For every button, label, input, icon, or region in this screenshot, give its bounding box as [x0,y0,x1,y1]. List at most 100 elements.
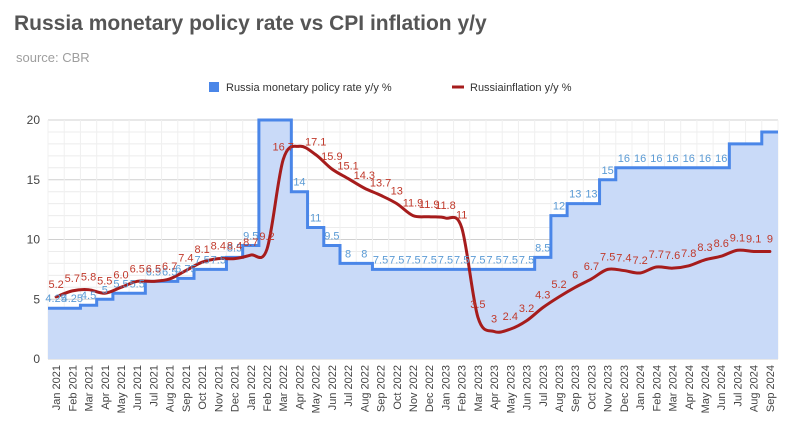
rate-data-label: 16 [683,153,695,165]
legend: Russia monetary policy rate y/y % Russia… [209,82,572,94]
x-tick-label: Mar 2024 [668,365,680,411]
cpi-data-label: 5.7 [65,273,80,285]
cpi-data-label: 13 [391,186,403,198]
rate-data-label: 6.5 [146,266,161,278]
cpi-data-label: 3.5 [470,299,485,311]
x-tick-label: Sep 2022 [376,365,388,412]
x-tick-label: Sep 2023 [570,365,582,412]
cpi-data-label: 7.2 [632,255,647,267]
x-tick-label: Mar 2023 [473,365,485,411]
cpi-data-label: 9.2 [259,231,274,243]
cpi-data-label: 7.7 [649,249,664,261]
rate-area-fill [48,120,778,359]
x-tick-label: Feb 2022 [262,365,274,411]
rate-data-label: 16 [650,153,662,165]
x-tick-label: Mar 2021 [84,365,96,411]
cpi-data-label: 11.8 [435,200,456,212]
rate-data-label: 7.5 [438,254,453,266]
cpi-data-label: 6.5 [146,263,161,275]
x-tick-label: Jul 2022 [343,365,355,407]
rate-data-label: 8.5 [535,242,550,254]
cpi-data-label: 6.7 [162,261,177,273]
x-tick-label: May 2021 [116,365,128,413]
cpi-data-label: 8.4 [211,241,226,253]
cpi-data-label: 7.4 [178,253,193,265]
y-tick-label: 5 [33,292,40,306]
rate-data-label: 6.5 [162,266,177,278]
x-tick-label: May 2023 [505,365,517,413]
cpi-data-label: 8.1 [194,244,209,256]
x-tick-label: Nov 2023 [603,365,615,412]
x-tick-label: Feb 2024 [651,365,663,411]
cpi-data-label: 3 [491,314,497,326]
rate-data-label: 9.5 [324,230,339,242]
rate-data-label: 4.25 [45,293,66,305]
cpi-data-label: 6.7 [584,261,599,273]
x-tick-label: Dec 2023 [619,365,631,412]
rate-data-label: 7.5 [405,254,420,266]
cpi-data-label: 2.4 [503,311,518,323]
rate-data-label: 5 [102,284,108,296]
x-tick-label: Aug 2021 [165,365,177,412]
rate-data-label: 8 [345,248,351,260]
x-tick-label: Jan 2022 [246,365,258,410]
cpi-data-label: 9 [767,233,773,245]
cpi-data-label: 8.6 [714,238,729,250]
cpi-data-label: 15.1 [337,161,358,173]
cpi-data-label: 17.1 [305,137,326,149]
legend-label-rate: Russia monetary policy rate y/y % [226,82,392,94]
y-tick-label: 15 [27,173,41,187]
rate-data-label: 7.5 [211,254,226,266]
cpi-data-label: 6.0 [113,269,128,281]
x-tick-label: Jun 2021 [132,365,144,410]
x-tick-label: Jul 2024 [732,365,744,407]
rate-data-label: 16 [634,153,646,165]
cpi-data-label: 5.2 [551,279,566,291]
rate-data-label: 16 [699,153,711,165]
rate-data-label: 12 [553,201,565,213]
chart-subtitle: source: CBR [16,50,90,65]
y-tick-label: 10 [27,233,41,247]
y-tick-label: 0 [33,352,40,366]
rate-data-label: 7.5 [422,254,437,266]
x-tick-label: Apr 2023 [489,365,501,410]
cpi-data-label: 7.6 [665,250,680,262]
x-tick-label: Jan 2023 [440,365,452,410]
x-tick-label: Dec 2022 [424,365,436,412]
rate-data-label: 5.5 [130,278,145,290]
rate-data-label: 9.5 [243,230,258,242]
cpi-data-label: 7.4 [616,253,631,265]
cpi-data-label: 11 [456,210,467,222]
cpi-line [54,144,772,334]
legend-label-cpi: Russiainflation y/y % [470,82,572,94]
chart-title: Russia monetary policy rate vs CPI infla… [14,12,487,35]
rate-data-label: 7.5 [519,254,534,266]
y-tick-label: 20 [27,113,41,127]
rate-data-label: 4.25 [62,293,83,305]
x-tick-label: Jun 2022 [327,365,339,410]
x-tick-label: Jan 2021 [51,365,63,410]
cpi-data-label: 5.2 [48,279,63,291]
x-tick-label: Oct 2021 [197,365,209,410]
x-tick-label: Feb 2023 [457,365,469,411]
x-tick-label: Jul 2023 [538,365,550,407]
x-tick-label: Apr 2021 [100,365,112,410]
cpi-data-label: 16.7 [273,141,294,153]
cpi-data-label: 11.9 [403,198,424,210]
cpi-data-label: 8.3 [697,242,712,254]
rate-data-label: 4.5 [81,290,96,302]
rate-data-label: 7.5 [470,254,485,266]
cpi-data-label: 8.7 [243,237,258,249]
x-tick-label: Aug 2023 [554,365,566,412]
cpi-data-label: 15.9 [321,151,342,163]
x-tick-label: Mar 2022 [278,365,290,411]
cpi-data-label: 5.5 [97,275,112,287]
cpi-data-label: 6.5 [130,263,145,275]
x-tick-label: Apr 2022 [294,365,306,410]
x-tick-label: Nov 2021 [213,365,225,412]
rate-data-label: 16 [715,153,727,165]
legend-swatch-rate [209,82,219,92]
rate-data-label: 16 [666,153,678,165]
rate-data-label: 7.5 [373,254,388,266]
